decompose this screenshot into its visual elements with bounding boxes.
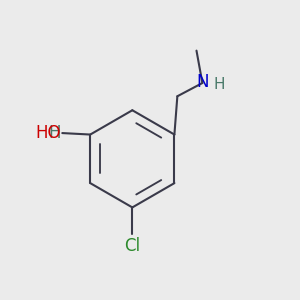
Text: Cl: Cl (124, 238, 140, 256)
Text: N: N (196, 73, 208, 91)
Text: HO: HO (35, 124, 61, 142)
Text: H: H (214, 77, 225, 92)
Text: H: H (48, 124, 61, 142)
